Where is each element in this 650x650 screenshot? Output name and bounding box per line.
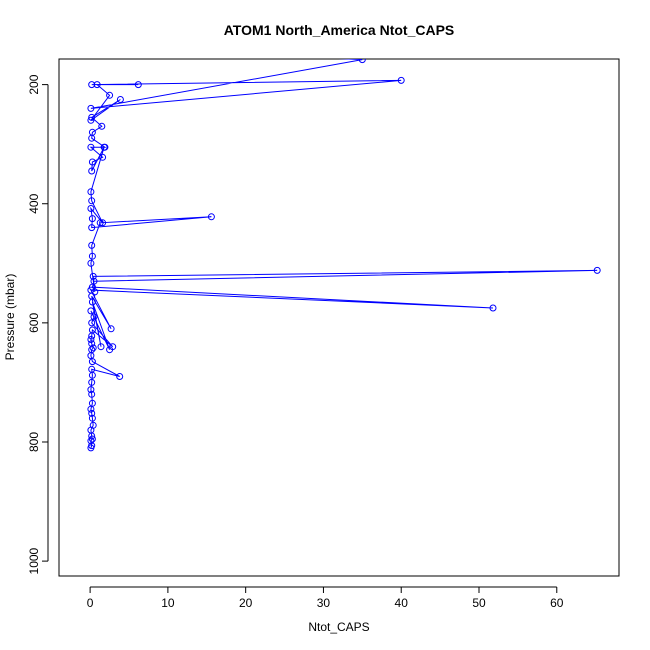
- data-point: [91, 288, 99, 296]
- plot-area-border: [58, 58, 620, 577]
- x-tick-label: 20: [239, 596, 253, 610]
- y-axis: 200 400 600 800 1000: [27, 74, 49, 574]
- data-point: [88, 252, 96, 260]
- data-point: [89, 344, 97, 352]
- data-point: [87, 336, 95, 343]
- data-point: [489, 304, 497, 312]
- data-point: [106, 346, 114, 354]
- y-tick-label: 400: [27, 193, 41, 213]
- data-point: [358, 59, 366, 64]
- data-point: [101, 143, 109, 151]
- data-point: [116, 373, 124, 380]
- data-point: [88, 340, 96, 348]
- data-point: [88, 390, 96, 398]
- data-point: [88, 399, 96, 407]
- data-point: [88, 326, 96, 334]
- data-point: [87, 104, 95, 112]
- chart-title: ATOM1 North_America Ntot_CAPS: [224, 22, 455, 38]
- data-point: [88, 241, 96, 249]
- data-point: [88, 224, 96, 232]
- data-point: [89, 421, 97, 429]
- data-point: [88, 167, 96, 175]
- data-point: [88, 442, 96, 450]
- data-point: [88, 113, 96, 121]
- data-point: [90, 277, 98, 285]
- data-point: [98, 122, 106, 130]
- data-point: [96, 219, 104, 227]
- data-point: [87, 205, 95, 212]
- data-point: [88, 435, 96, 443]
- x-axis-label: Ntot_CAPS: [308, 620, 369, 634]
- data-point: [88, 409, 96, 417]
- x-tick-label: 0: [87, 596, 94, 610]
- data-point: [99, 219, 107, 227]
- data-point: [87, 143, 95, 151]
- data-point: [107, 325, 115, 333]
- data-point: [87, 437, 95, 445]
- data-point: [88, 197, 96, 205]
- data-point: [116, 96, 124, 103]
- data-series: [87, 59, 601, 452]
- data-point: [88, 128, 96, 136]
- data-point: [88, 378, 96, 386]
- y-axis-label: Pressure (mbar): [3, 274, 17, 361]
- data-point: [88, 414, 96, 422]
- data-point: [87, 307, 95, 315]
- x-axis: 0 10 20 30 40 50 60: [87, 586, 564, 610]
- data-point: [90, 313, 98, 321]
- data-point: [88, 215, 96, 223]
- x-tick-label: 30: [317, 596, 331, 610]
- y-tick-label: 600: [27, 313, 41, 333]
- data-point: [87, 188, 95, 196]
- x-tick-label: 50: [472, 596, 486, 610]
- y-tick-label: 1000: [27, 547, 41, 574]
- data-point: [593, 266, 601, 274]
- data-point: [89, 272, 97, 280]
- x-tick-label: 10: [161, 596, 175, 610]
- data-point: [87, 116, 95, 124]
- data-point: [397, 76, 405, 84]
- y-tick-label: 800: [27, 432, 41, 452]
- data-point: [88, 158, 96, 166]
- data-point: [106, 91, 114, 99]
- x-tick-label: 40: [395, 596, 409, 610]
- y-tick-label: 200: [27, 74, 41, 94]
- data-point: [87, 386, 95, 394]
- data-point: [88, 319, 96, 327]
- data-point: [134, 81, 142, 89]
- data-point: [88, 81, 96, 89]
- series-line: [89, 59, 598, 449]
- data-point: [87, 259, 95, 267]
- data-point: [97, 343, 105, 351]
- data-point: [88, 365, 96, 373]
- data-point: [99, 153, 107, 161]
- data-point: [93, 81, 101, 89]
- x-tick-label: 60: [550, 596, 564, 610]
- data-point: [207, 213, 215, 221]
